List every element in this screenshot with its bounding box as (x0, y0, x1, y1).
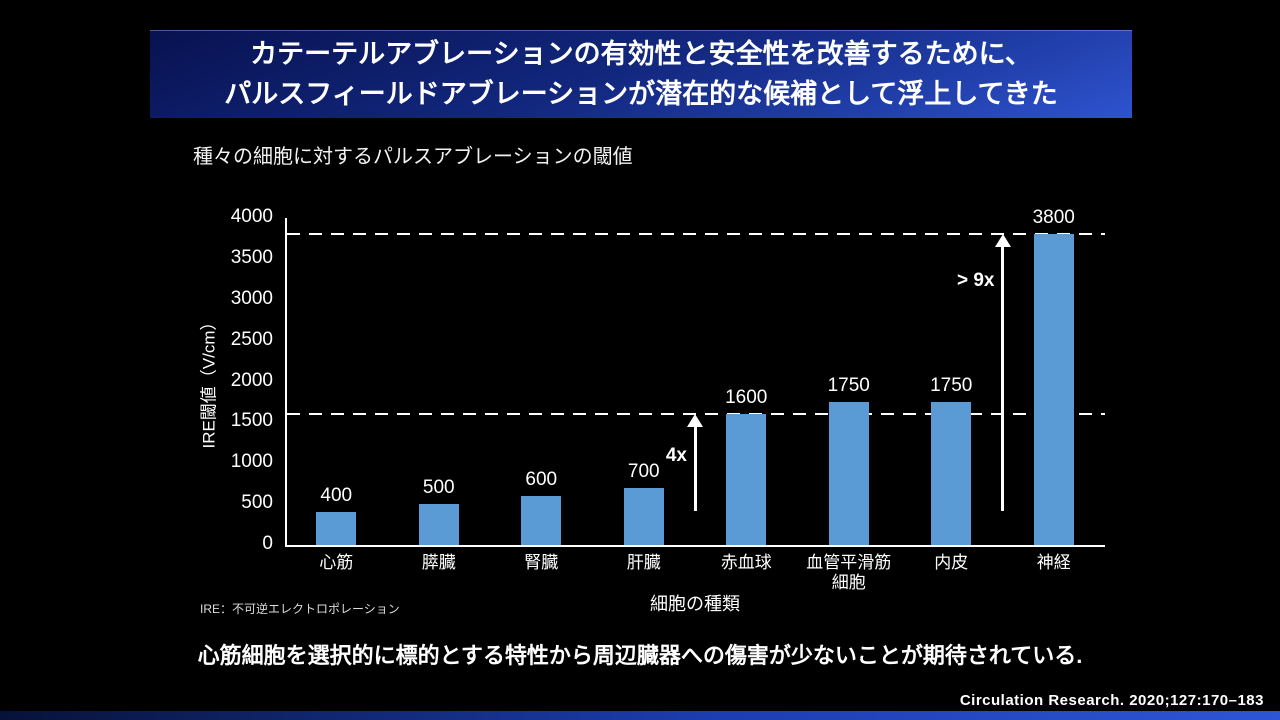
x-axis-tick-label: 膵臓 (421, 553, 456, 572)
title-line-2: パルスフィールドアブレーションが潜在的な候補として浮上してきた (224, 79, 1058, 109)
x-axis-tick-label: 腎臓 (524, 553, 559, 572)
citation: Circulation Research. 2020;127:170–183 (959, 692, 1264, 709)
y-axis-line (285, 218, 287, 547)
bar-value-label: 700 (627, 460, 660, 482)
y-axis-tick-label: 1500 (230, 410, 273, 432)
title-line-1: カテーテルアブレーションの有効性と安全性を改善するために、 (250, 38, 1032, 69)
bar-value-label: 1750 (930, 374, 973, 396)
takeaway-message: 心筋細胞を選択的に標的とする特性から周辺臓器への傷害が少ないことが期待されている… (197, 643, 1083, 668)
x-axis-tick-label: 肝臓 (626, 553, 661, 572)
x-axis-tick-label: 内皮 (934, 553, 969, 572)
y-axis-tick-label: 1000 (230, 451, 273, 473)
x-axis-line (285, 545, 1105, 547)
annotation-label: 4x (665, 445, 687, 467)
bar-value-label: 600 (525, 468, 558, 490)
bar-value-label: 3800 (1032, 207, 1075, 229)
bar (623, 487, 664, 545)
x-axis-tick-label: 血管平滑筋 細胞 (806, 553, 892, 593)
y-axis-tick-label: 4000 (230, 206, 273, 227)
bar (1033, 234, 1074, 545)
bar-value-label: 1750 (827, 374, 870, 396)
bar-value-label: 1600 (725, 387, 768, 409)
annotation-label: > 9x (956, 270, 995, 292)
x-axis-tick-label: 赤血球 (720, 553, 772, 572)
bar-chart: 0 500 1000 1500 2000 2500 3000 3500 4000 400 心筋 500… (160, 200, 1140, 614)
y-axis-tick-label: 3500 (230, 246, 273, 268)
title-banner: カテーテルアブレーションの有効性と安全性を改善するために、 パルスフィールドアブ… (150, 30, 1132, 118)
bar (418, 504, 459, 545)
threshold-line (287, 233, 1105, 236)
y-axis-tick-label: 3000 (230, 287, 273, 309)
y-axis-tick-label: 500 (241, 492, 273, 514)
annotation-arrow-head (994, 234, 1011, 248)
y-axis-tick-label: 2500 (230, 328, 273, 350)
plot-area: 0 500 1000 1500 2000 2500 3000 3500 4000 400 心筋 500… (160, 200, 1140, 600)
chart-subtitle: 種々の細胞に対するパルスアブレーションの閾値 (193, 146, 633, 168)
bar (828, 401, 869, 545)
bar (726, 414, 767, 545)
bar (931, 401, 972, 545)
annotation-arrow-head (687, 414, 703, 428)
annotation-arrow-line (1001, 245, 1004, 511)
abbreviation-footnote: IRE：不可逆エレクトロポレーション (200, 602, 400, 616)
y-axis-tick-label: 2000 (230, 369, 273, 391)
x-axis-tick-label: 心筋 (319, 553, 354, 572)
y-axis-tick-label: 0 (262, 533, 273, 554)
bar (316, 512, 357, 545)
annotation-arrow-line (693, 425, 697, 511)
x-axis-title: 細胞の種類 (650, 594, 740, 614)
x-axis-tick-label: 神経 (1036, 553, 1071, 572)
bar (521, 495, 562, 545)
y-axis-title: IRE閾値（V/cm） (199, 313, 219, 449)
bar-value-label: 500 (422, 477, 455, 499)
bar-value-label: 400 (320, 485, 353, 507)
bottom-accent-strip (0, 711, 1280, 720)
